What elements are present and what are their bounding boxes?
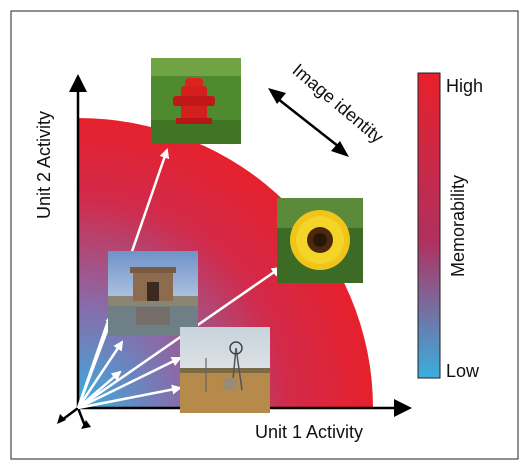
colorbar-title: Memorability (448, 175, 468, 277)
axis-stub-left-arrowhead (57, 414, 66, 424)
colorbar-high-label: High (446, 76, 483, 96)
identity-label: Image identity (289, 60, 388, 147)
colorbar (417, 72, 441, 379)
fire-hydrant-photo (151, 58, 241, 144)
vector-short-1 (76, 340, 124, 409)
colorbar-low-label: Low (446, 361, 480, 381)
vector-short-2 (77, 370, 122, 409)
axis-stub-left (61, 407, 79, 421)
sunflower-photo (277, 198, 363, 283)
vector-windmill (77, 356, 182, 410)
vector-short-3 (77, 384, 182, 410)
vector-monument (76, 313, 115, 409)
windmill-field-photo (180, 327, 270, 413)
y-axis-label: Unit 2 Activity (34, 111, 54, 219)
vector-sunflower (77, 266, 282, 410)
axis-stub-down (76, 407, 87, 427)
activity-vectors (76, 148, 282, 410)
x-axis-arrowhead (394, 399, 412, 417)
y-axis-arrowhead (69, 74, 87, 92)
monument-pool-photo (108, 251, 198, 336)
axis-stub-down-arrowhead (81, 420, 91, 429)
figure-frame (10, 10, 519, 460)
identity-double-arrow (268, 88, 349, 157)
x-axis-label: Unit 1 Activity (255, 422, 363, 442)
